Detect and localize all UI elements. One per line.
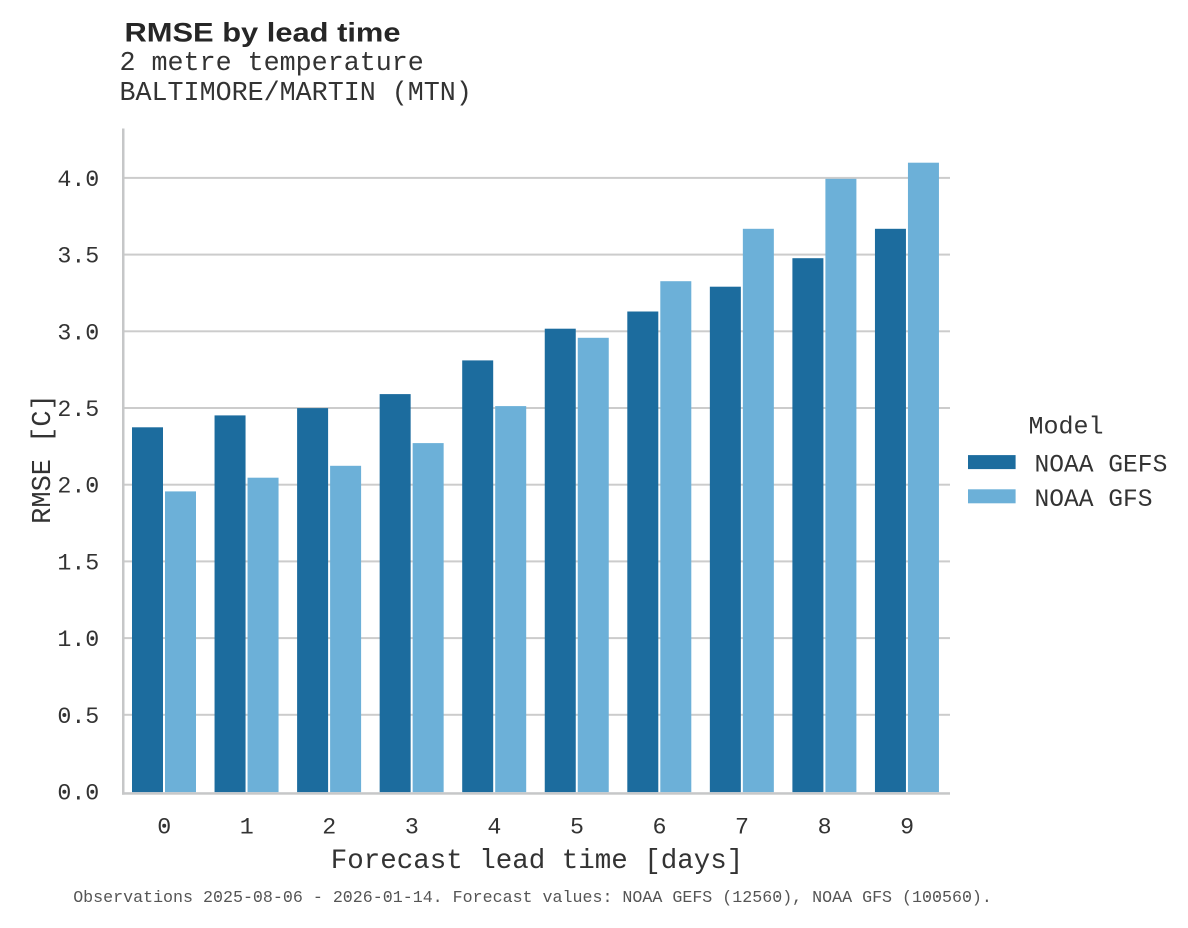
svg-text:3.5: 3.5: [57, 244, 99, 270]
svg-text:4: 4: [487, 815, 501, 841]
svg-text:RMSE by lead time: RMSE by lead time: [125, 17, 401, 47]
svg-text:NOAA GEFS: NOAA GEFS: [1035, 453, 1168, 480]
svg-text:8: 8: [818, 815, 832, 841]
svg-text:7: 7: [735, 815, 749, 841]
svg-text:6: 6: [653, 815, 667, 841]
svg-text:2 metre temperature: 2 metre temperature: [120, 49, 424, 79]
svg-text:5: 5: [570, 815, 584, 841]
svg-text:9: 9: [900, 815, 914, 841]
svg-text:1: 1: [240, 815, 254, 841]
svg-text:RMSE [C]: RMSE [C]: [29, 394, 59, 524]
svg-text:1.5: 1.5: [57, 550, 99, 576]
svg-text:3: 3: [405, 815, 419, 841]
svg-text:2: 2: [322, 815, 336, 841]
svg-text:BALTIMORE/MARTIN (MTN): BALTIMORE/MARTIN (MTN): [120, 79, 472, 109]
svg-text:Model: Model: [1028, 413, 1103, 442]
svg-text:Observations 2025-08-06 - 2026: Observations 2025-08-06 - 2026-01-14. Fo…: [73, 888, 992, 907]
svg-text:Forecast lead time [days]: Forecast lead time [days]: [331, 846, 744, 877]
svg-text:NOAA GFS: NOAA GFS: [1035, 487, 1153, 514]
svg-text:2.5: 2.5: [57, 397, 99, 423]
